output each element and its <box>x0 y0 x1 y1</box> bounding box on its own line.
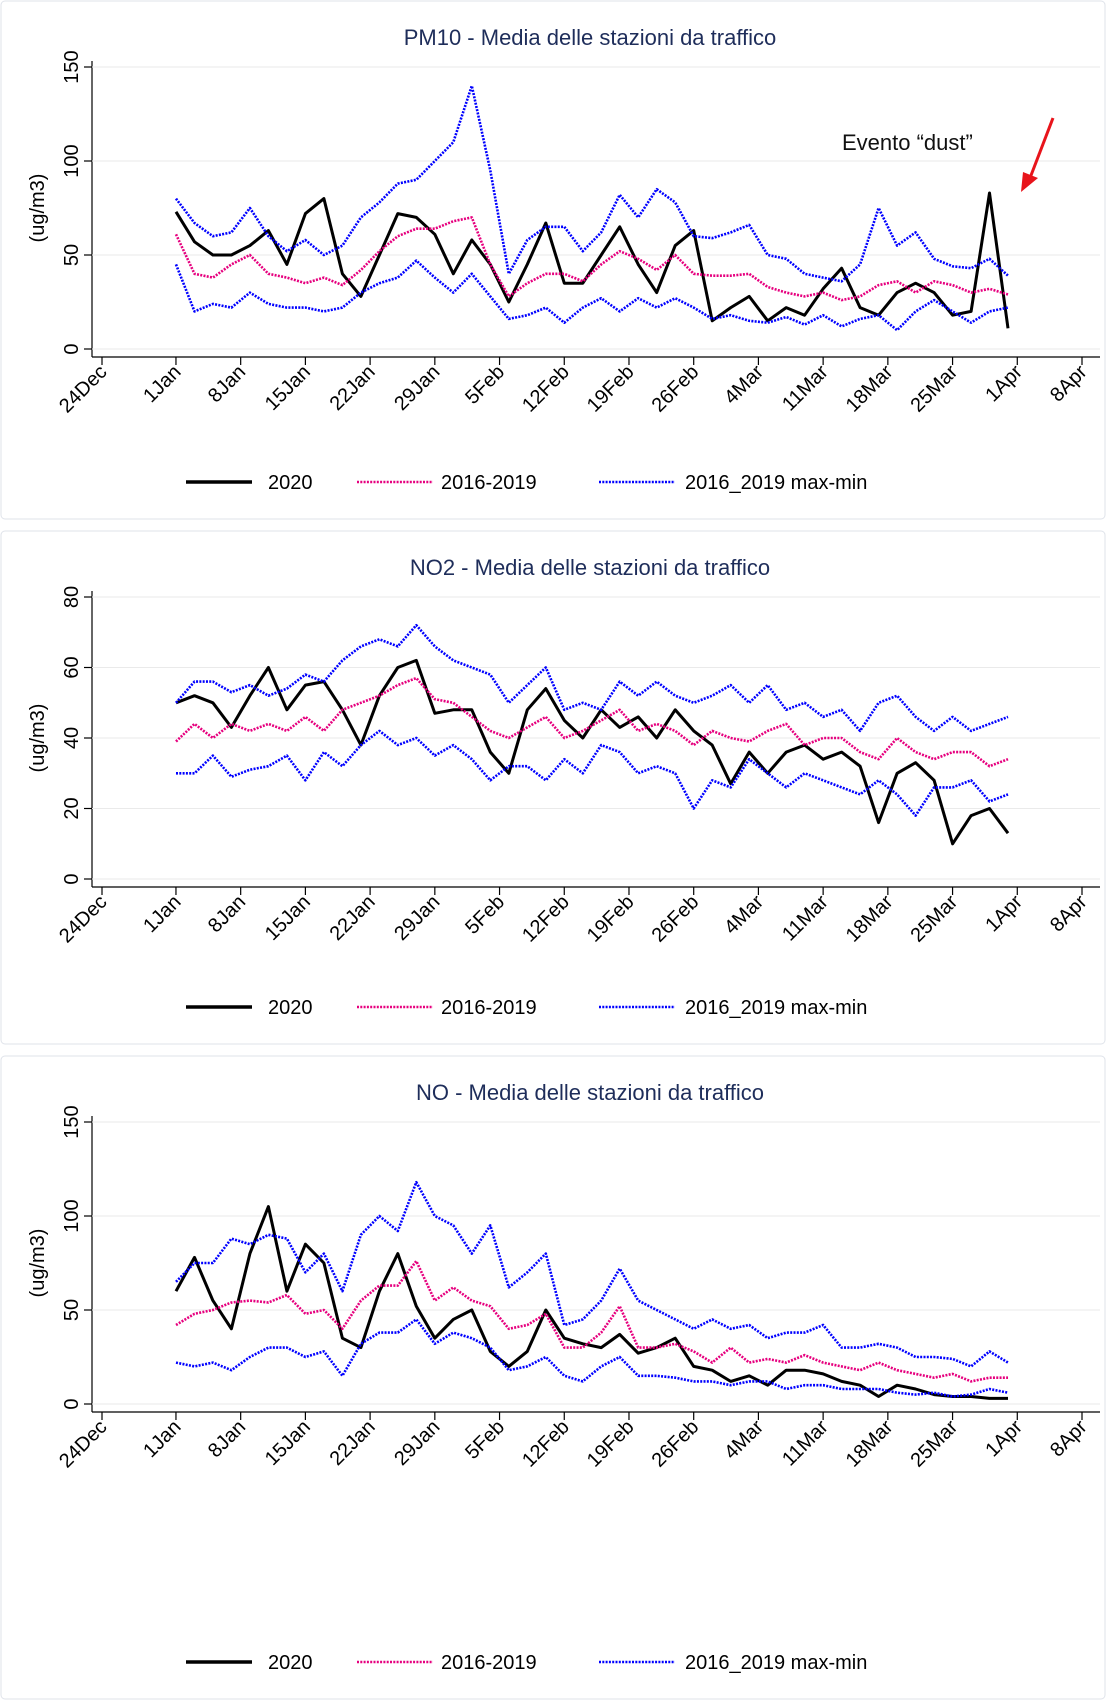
y-tick-label: 0 <box>61 873 83 884</box>
x-tick-label: 4Mar <box>720 891 768 939</box>
x-tick-label: 12Feb <box>518 891 574 947</box>
x-tick-label: 8Jan <box>204 361 250 407</box>
range-line <box>174 84 1009 283</box>
x-tick-label: 26Feb <box>648 891 704 947</box>
x-tick-label: 1Apr <box>981 361 1027 407</box>
series-line <box>174 1205 1008 1400</box>
x-tick-label: 22Jan <box>326 361 380 415</box>
x-tick-label: 24Dec <box>55 891 111 947</box>
x-tick-label: 1Apr <box>981 891 1027 937</box>
range-line <box>175 623 1009 733</box>
x-tick-label: 8Apr <box>1046 1416 1092 1462</box>
series-line <box>174 191 1010 329</box>
y-tick-label: 0 <box>61 343 83 354</box>
x-tick-label: 4Mar <box>720 361 768 409</box>
x-tick-label: 12Feb <box>518 361 574 417</box>
x-tick-label: 25Mar <box>906 1416 962 1472</box>
x-tick-label: 26Feb <box>648 1416 704 1472</box>
x-tick-label: 4Mar <box>720 1416 768 1464</box>
chart-title: NO - Media delle stazioni da traffico <box>416 1080 764 1105</box>
x-tick-label: 18Mar <box>842 1416 898 1472</box>
x-tick-label: 5Feb <box>461 1416 509 1464</box>
series-line <box>175 676 1009 768</box>
x-tick-label: 12Feb <box>518 1416 574 1472</box>
x-tick-label: 8Jan <box>204 1416 250 1462</box>
x-tick-label: 22Jan <box>326 1416 380 1470</box>
legend-label: 2016-2019 <box>441 1652 537 1674</box>
y-tick-label: 50 <box>61 244 83 266</box>
x-tick-label: 19Feb <box>583 1416 639 1472</box>
y-tick-label: 40 <box>61 727 83 749</box>
x-tick-label: 29Jan <box>390 1416 444 1470</box>
y-axis-label: (ug/m3) <box>27 1229 49 1298</box>
x-tick-label: 1Apr <box>981 1416 1027 1462</box>
annotation-arrowhead <box>1021 172 1038 192</box>
legend-label: 2016_2019 max-min <box>685 997 867 1019</box>
legend-label: 2016-2019 <box>441 472 537 494</box>
annotation: Evento “dust” <box>842 130 973 155</box>
y-tick-label: 150 <box>61 1105 83 1138</box>
range-line <box>176 729 1009 817</box>
x-tick-label: 5Feb <box>461 361 509 409</box>
x-tick-label: 1Jan <box>139 891 185 937</box>
series-line <box>175 1259 1008 1383</box>
x-tick-label: 1Jan <box>139 361 185 407</box>
panel-border <box>0 0 1106 520</box>
range-line <box>174 259 1009 332</box>
y-tick-label: 0 <box>61 1398 83 1409</box>
x-tick-label: 25Mar <box>906 361 962 417</box>
y-tick-label: 20 <box>61 797 83 819</box>
x-tick-label: 11Mar <box>778 361 833 416</box>
y-axis-label: (ug/m3) <box>27 174 49 243</box>
panel-border <box>0 530 1106 1045</box>
x-tick-label: 8Jan <box>204 891 250 937</box>
panel: NO - Media delle stazioni da traffico 0 50… <box>0 1055 1106 1700</box>
y-tick-label: 60 <box>61 656 83 678</box>
legend-label: 2020 <box>268 997 313 1019</box>
x-tick-label: 1Jan <box>139 1416 185 1462</box>
y-tick-label: 80 <box>61 586 83 608</box>
series-line <box>175 658 1010 846</box>
x-tick-label: 19Feb <box>583 891 639 947</box>
x-tick-label: 29Jan <box>390 891 444 945</box>
chart-title: NO2 - Media delle stazioni da traffico <box>410 555 770 580</box>
annotation-arrow <box>1028 117 1055 179</box>
x-tick-label: 22Jan <box>326 891 380 945</box>
panel: PM10 - Media delle stazioni da traffico 0… <box>0 0 1106 520</box>
x-tick-label: 11Mar <box>778 891 833 946</box>
x-tick-label: 25Mar <box>906 891 962 947</box>
x-tick-label: 19Feb <box>583 361 639 417</box>
y-axis-label: (ug/m3) <box>27 704 49 773</box>
legend-label: 2016_2019 max-min <box>685 472 867 494</box>
series-line <box>174 216 1009 302</box>
x-tick-label: 24Dec <box>55 361 111 417</box>
x-tick-label: 18Mar <box>842 891 898 947</box>
y-tick-label: 100 <box>61 144 83 177</box>
panel-border <box>0 1055 1106 1700</box>
y-tick-label: 150 <box>61 50 83 83</box>
x-tick-label: 29Jan <box>390 361 444 415</box>
panel: NO2 - Media delle stazioni da traffico 0 2… <box>0 530 1106 1045</box>
x-tick-label: 11Mar <box>778 1416 833 1471</box>
legend-label: 2020 <box>268 472 313 494</box>
chart-title: PM10 - Media delle stazioni da traffico <box>404 25 777 50</box>
x-tick-label: 18Mar <box>842 361 898 417</box>
x-tick-label: 24Dec <box>55 1416 111 1472</box>
range-line <box>175 1318 1009 1398</box>
x-tick-label: 26Feb <box>648 361 704 417</box>
legend-label: 2016-2019 <box>441 997 537 1019</box>
x-tick-label: 15Jan <box>261 891 315 945</box>
range-line <box>175 1180 1009 1368</box>
y-tick-label: 100 <box>61 1199 83 1232</box>
legend-label: 2016_2019 max-min <box>685 1652 867 1674</box>
x-tick-label: 15Jan <box>261 361 315 415</box>
x-tick-label: 5Feb <box>461 891 509 939</box>
y-tick-label: 50 <box>61 1299 83 1321</box>
x-tick-label: 8Apr <box>1046 361 1092 407</box>
legend-label: 2020 <box>268 1652 313 1674</box>
x-tick-label: 8Apr <box>1046 891 1092 937</box>
x-tick-label: 15Jan <box>261 1416 315 1470</box>
